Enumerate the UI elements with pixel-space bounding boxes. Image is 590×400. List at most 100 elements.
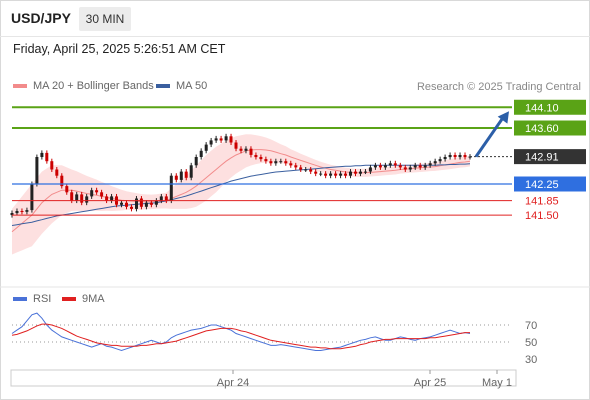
candle-body — [244, 148, 248, 151]
rsi-swatch — [13, 297, 27, 301]
forecast-arrow-head — [497, 111, 509, 124]
candle-body — [294, 165, 298, 168]
candle-body — [184, 171, 188, 178]
candle-body — [319, 173, 323, 175]
candle-body — [40, 152, 44, 157]
legend-ma20: MA 20 + Bollinger Bands — [13, 80, 154, 92]
candle-body — [388, 163, 392, 166]
candle-body — [383, 165, 387, 168]
candle-body — [239, 148, 243, 151]
candle-body — [403, 167, 407, 170]
candle-body — [329, 173, 333, 176]
candle-body — [289, 163, 293, 166]
candle-body — [60, 175, 64, 187]
candle-body — [35, 157, 39, 184]
rsi-tick-70: 70 — [525, 320, 537, 332]
candle-body — [418, 165, 422, 168]
candle-body — [219, 138, 223, 141]
candle-body — [428, 163, 432, 166]
forecast-arrow — [474, 115, 506, 158]
rsi-ma-swatch — [62, 297, 76, 301]
level-label-141.85: 141.85 — [525, 196, 559, 208]
candle-body — [55, 169, 59, 176]
candle-body — [189, 165, 193, 178]
candle-body — [373, 165, 377, 168]
candle-body — [408, 167, 412, 170]
candle-body — [25, 210, 29, 212]
candle-body — [144, 202, 148, 207]
candle-body — [368, 167, 372, 172]
candle-body — [15, 211, 19, 214]
candle-body — [209, 140, 213, 145]
candle-body — [234, 142, 238, 149]
symbol-label: USD/JPY — [11, 10, 71, 26]
candle-body — [269, 161, 273, 164]
candle-body — [199, 150, 203, 157]
legend-ma50-label: MA 50 — [176, 80, 208, 92]
time-tick-label: May 1 — [482, 377, 512, 389]
price-panel: 144.10 143.60 142.91 142.25 141.85 141.50 — [10, 99, 586, 255]
candle-body — [453, 155, 457, 158]
level-label-144.10: 144.10 — [525, 102, 559, 114]
candle-body — [169, 175, 173, 201]
candle-body — [413, 165, 417, 168]
level-label-143.60: 143.60 — [525, 123, 559, 135]
candle-body — [204, 144, 208, 151]
header-divider — [0, 36, 590, 37]
timestamp: Friday, April 25, 2025 5:26:51 AM CET — [13, 42, 226, 56]
candle-body — [135, 198, 138, 209]
candle-body — [125, 202, 128, 207]
ma50-line — [11, 163, 471, 226]
rsi-ma-line — [11, 323, 470, 350]
candle-body — [364, 171, 367, 173]
legend-rsi-ma-label: 9MA — [82, 293, 105, 305]
level-tag-143.60 — [514, 120, 586, 136]
candle-body — [194, 157, 198, 166]
candle-body — [458, 155, 462, 158]
timeframe-button[interactable]: 30 MIN — [79, 7, 131, 31]
candle-body — [65, 186, 69, 193]
candle-body — [159, 196, 163, 201]
candle-body — [254, 155, 258, 158]
candle-body — [154, 200, 158, 205]
candle-body — [304, 169, 308, 171]
bollinger-band — [12, 134, 470, 255]
rsi-tick-30: 30 — [525, 354, 537, 366]
candle-body — [149, 202, 153, 205]
candle-body — [20, 211, 24, 212]
candle-body — [105, 196, 109, 201]
rsi-tick-50: 50 — [525, 337, 537, 349]
candle-body — [164, 196, 168, 201]
candle-body — [438, 159, 442, 162]
rsi-line — [11, 312, 471, 352]
credit-text: Research © 2025 Trading Central — [416, 81, 581, 93]
candle-body — [139, 198, 143, 207]
candle-body — [229, 136, 233, 143]
candle-body — [130, 206, 133, 209]
candle-body — [214, 138, 218, 141]
candle-body — [463, 155, 467, 158]
candle-body — [393, 163, 397, 166]
candle-body — [45, 152, 49, 162]
candle-body — [443, 157, 447, 160]
candle-body — [50, 161, 54, 170]
candle-body — [309, 169, 313, 172]
candle-body — [448, 155, 452, 158]
time-axis-box — [10, 369, 517, 387]
candle-body — [80, 194, 84, 203]
current-price-label: 142.91 — [525, 152, 559, 164]
candle-body — [224, 136, 228, 141]
candle-body — [75, 194, 79, 201]
time-tick-label: Apr 25 — [414, 377, 446, 389]
candle-body — [359, 171, 362, 174]
candle-body — [284, 161, 288, 164]
candle-body — [70, 192, 74, 201]
candle-body — [110, 196, 114, 201]
time-axis: Apr 24 Apr 25 May 1 — [10, 369, 517, 389]
candle-body — [179, 171, 183, 180]
level-label-141.50: 141.50 — [525, 210, 559, 222]
level-tag-142.25 — [514, 176, 586, 192]
time-tick-label: Apr 24 — [217, 377, 249, 389]
candle-body — [264, 159, 268, 162]
